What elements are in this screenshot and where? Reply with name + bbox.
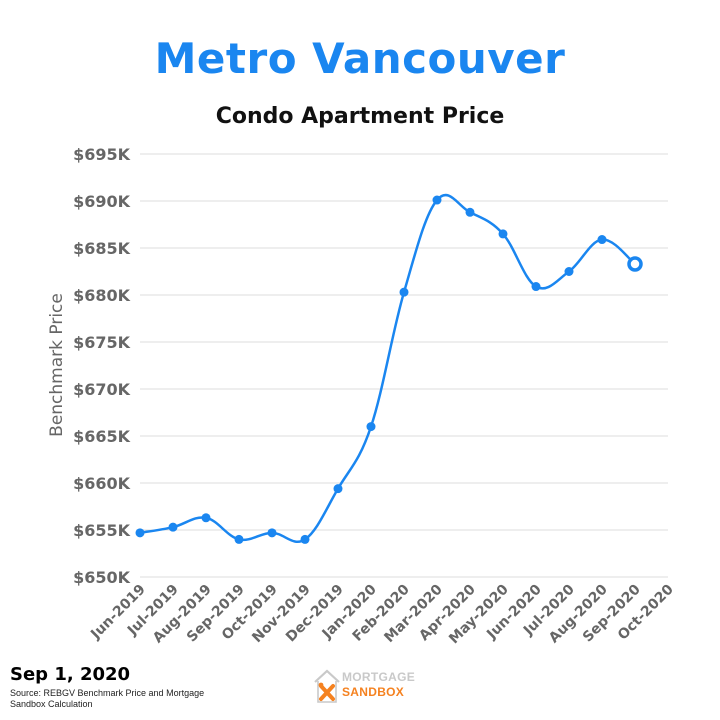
data-point-latest: [627, 256, 643, 272]
y-tick-label: $665K: [73, 427, 131, 446]
data-point: [597, 235, 607, 245]
data-point: [432, 195, 442, 205]
y-tick-labels: $650K $655K $660K $665K $670K $675K $680K $685K…: [73, 145, 131, 587]
date-label: Sep 1, 2020: [10, 664, 131, 685]
x-tick-labels: Jun-2019Jul-2019Aug-2019Sep-2019Oct-2019…: [87, 581, 677, 647]
grid-lines: [140, 153, 668, 578]
y-tick-label: $650K: [73, 568, 131, 587]
data-point: [300, 534, 310, 544]
y-tick-label: $670K: [73, 380, 131, 399]
data-point: [531, 282, 541, 292]
data-point: [135, 528, 145, 538]
data-point: [168, 522, 178, 532]
y-tick-label: $660K: [73, 474, 131, 493]
data-point: [234, 534, 244, 544]
y-axis-label: Benchmark Price: [47, 293, 67, 437]
page-title: Metro Vancouver: [154, 34, 566, 83]
logo-text-mortgage: MORTGAGE: [342, 670, 416, 684]
data-point: [465, 207, 475, 217]
data-point: [333, 484, 343, 494]
data-point: [201, 513, 211, 523]
y-tick-label: $685K: [73, 239, 131, 258]
data-point: [399, 287, 409, 297]
series-line: [138, 193, 637, 543]
data-point: [498, 229, 508, 239]
chart-title: Condo Apartment Price: [215, 104, 505, 129]
data-point: [366, 422, 376, 432]
logo-text-sandbox: SANDBOX: [342, 685, 405, 699]
y-tick-label: $690K: [73, 192, 131, 211]
data-points: [135, 195, 643, 544]
y-tick-label: $680K: [73, 286, 131, 305]
data-point: [267, 528, 277, 538]
source-note: Source: REBGV Benchmark Price and Mortga…: [10, 688, 205, 709]
data-point: [564, 267, 574, 276]
logo-house-icon: [314, 669, 340, 703]
y-tick-label: $655K: [73, 521, 131, 540]
y-tick-label: $695K: [73, 145, 131, 164]
y-tick-label: $675K: [73, 333, 131, 352]
mortgage-sandbox-logo: MORTGAGE SANDBOX: [312, 664, 422, 708]
